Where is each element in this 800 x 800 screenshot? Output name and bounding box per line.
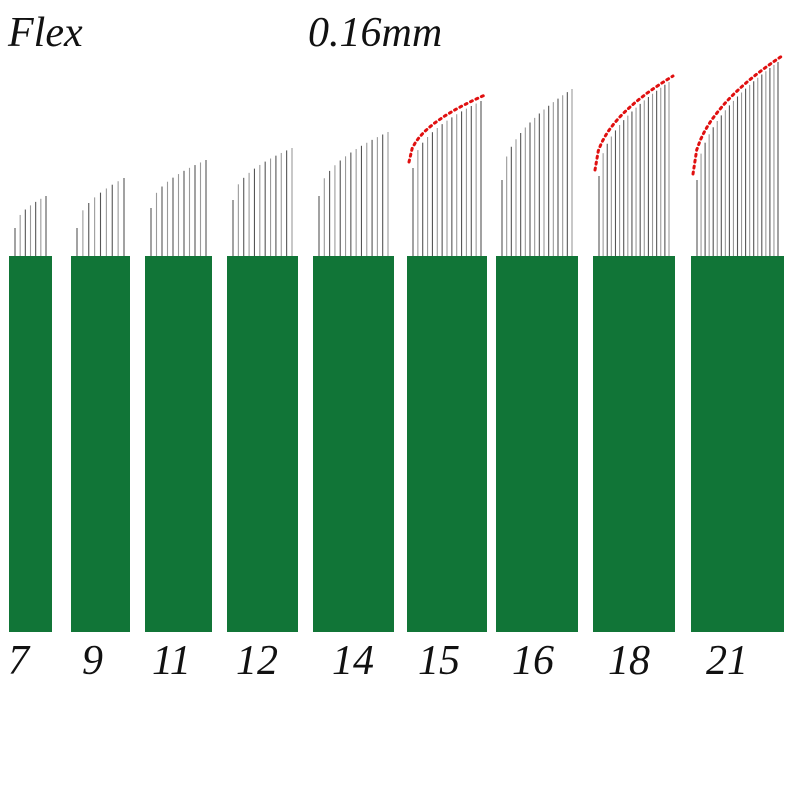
pin-count-label: 12 — [236, 638, 278, 684]
blade-handle — [691, 256, 784, 632]
blade-21 — [691, 54, 784, 632]
curve-marker — [407, 93, 487, 164]
blade-7 — [9, 196, 52, 632]
blade-type-title: Flex — [8, 10, 83, 56]
pin-count-label: 21 — [706, 638, 748, 684]
pin-count-label: 14 — [332, 638, 374, 684]
blade-handle — [227, 256, 298, 632]
blade-11 — [145, 160, 212, 632]
blade-handle — [9, 256, 52, 632]
pin-count-label: 7 — [8, 638, 29, 684]
pin-count-label: 16 — [512, 638, 554, 684]
blade-handle — [407, 256, 487, 632]
blade-16 — [496, 89, 578, 632]
pin-count-label: 18 — [608, 638, 650, 684]
blade-12 — [227, 148, 298, 632]
blade-handle — [313, 256, 394, 632]
pin-count-label: 11 — [152, 638, 191, 684]
needle-size-title: 0.16mm — [308, 10, 443, 56]
blade-handle — [593, 256, 675, 632]
blade-handle — [496, 256, 578, 632]
curve-marker — [691, 54, 784, 176]
curve-marker — [593, 74, 675, 172]
blade-18 — [593, 74, 675, 632]
pin-count-label: 15 — [418, 638, 460, 684]
pin-count-label: 9 — [82, 638, 103, 684]
blade-9 — [71, 178, 130, 632]
blade-15 — [407, 93, 487, 632]
blade-handle — [71, 256, 130, 632]
blade-14 — [313, 132, 394, 632]
blade-handle — [145, 256, 212, 632]
